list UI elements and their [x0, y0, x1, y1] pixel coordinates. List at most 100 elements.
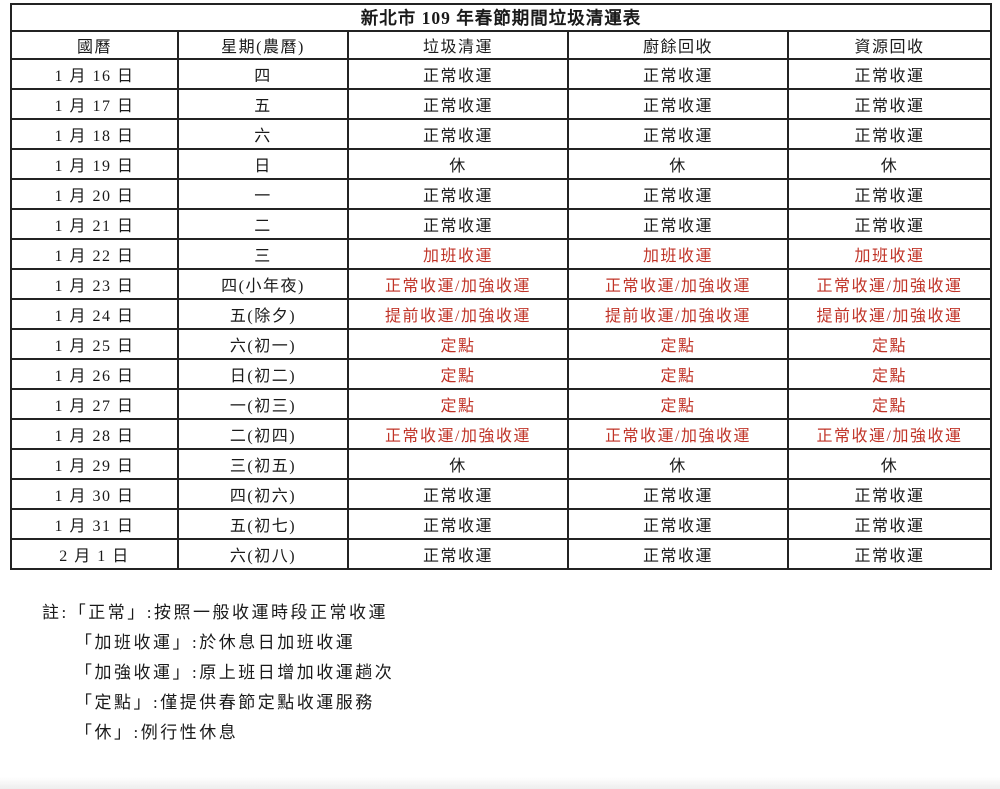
cell-garbage-collection: 正常收運: [347, 538, 569, 570]
cell-solar-date: 1 月 30 日: [10, 478, 179, 510]
cell-weekday-lunar: 二(初四): [177, 418, 349, 450]
cell-kitchen-waste-recycling: 定點: [567, 358, 789, 390]
cell-solar-date: 1 月 31 日: [10, 508, 179, 540]
cell-kitchen-waste-recycling: 正常收運: [567, 58, 789, 90]
cell-garbage-collection: 定點: [347, 358, 569, 390]
cell-solar-date: 1 月 27 日: [10, 388, 179, 420]
cell-weekday-lunar: 五(除夕): [177, 298, 349, 330]
cell-weekday-lunar: 六: [177, 118, 349, 150]
cell-solar-date: 1 月 20 日: [10, 178, 179, 210]
table-row: 1 月 24 日五(除夕) 提前收運/加強收運 提前收運/加強收運 提前收運/加強收運: [10, 298, 993, 330]
table-row: 1 月 21 日二正常收運 正常收運 正常收運: [10, 208, 993, 240]
cell-solar-date: 1 月 16 日: [10, 58, 179, 90]
cell-weekday-lunar: 一: [177, 178, 349, 210]
cell-weekday-lunar: 四(初六): [177, 478, 349, 510]
cell-weekday-lunar: 三: [177, 238, 349, 270]
cell-weekday-lunar: 日(初二): [177, 358, 349, 390]
page-title: 新北市 109 年春節期間垃圾清運表: [9, 3, 993, 32]
cell-weekday-lunar: 四(小年夜): [177, 268, 349, 300]
note-line: 「加強收運」:原上班日增加收運趟次: [75, 663, 395, 682]
cell-kitchen-waste-recycling: 加班收運: [567, 238, 789, 270]
cell-garbage-collection: 提前收運/加強收運: [347, 298, 569, 330]
cell-resource-recycling: 定點: [786, 358, 993, 390]
table-row: 1 月 26 日日(初二) 定點 定點 定點: [10, 358, 993, 390]
cell-weekday-lunar: 日: [177, 148, 349, 180]
cell-resource-recycling: 提前收運/加強收運: [786, 298, 993, 330]
cell-solar-date: 1 月 24 日: [10, 298, 179, 330]
header-garbage-collection: 垃圾清運: [347, 30, 569, 60]
cell-resource-recycling: 正常收運/加強收運: [786, 268, 993, 300]
cell-garbage-collection: 休: [347, 448, 569, 480]
cell-garbage-collection: 定點: [347, 328, 569, 360]
cell-garbage-collection: 加班收運: [347, 238, 569, 270]
cell-solar-date: 1 月 25 日: [10, 328, 179, 360]
note-line: 註:「正常」:按照一般收運時段正常收運: [42, 603, 388, 622]
cell-kitchen-waste-recycling: 定點: [567, 328, 789, 360]
cell-resource-recycling: 正常收運: [786, 478, 993, 510]
cell-solar-date: 1 月 28 日: [10, 418, 179, 450]
cell-resource-recycling: 正常收運: [786, 58, 993, 90]
cell-solar-date: 1 月 19 日: [10, 148, 179, 180]
scan-edge-shadow: [0, 777, 1000, 789]
cell-solar-date: 1 月 23 日: [10, 268, 179, 300]
table-body: 1 月 16 日四正常收運 正常收運 正常收運 1 月 17 日五正常收運 正常收運 正常…: [10, 58, 993, 570]
cell-kitchen-waste-recycling: 提前收運/加強收運: [567, 298, 789, 330]
cell-kitchen-waste-recycling: 定點: [567, 388, 789, 420]
notes-section: 註:「正常」:按照一般收運時段正常收運 「加班收運」:於休息日加班收運「加強收運」…: [42, 598, 394, 748]
cell-kitchen-waste-recycling: 正常收運: [567, 88, 789, 120]
table-row: 1 月 22 日三加班收運 加班收運 加班收運: [10, 238, 993, 270]
cell-garbage-collection: 正常收運: [347, 88, 569, 120]
cell-garbage-collection: 正常收運: [347, 508, 569, 540]
table-row: 1 月 20 日一正常收運 正常收運 正常收運: [10, 178, 993, 210]
cell-garbage-collection: 正常收運: [347, 208, 569, 240]
table-row: 2 月 1 日六(初八) 正常收運 正常收運 正常收運: [10, 538, 993, 570]
table-row: 1 月 17 日五正常收運 正常收運 正常收運: [10, 88, 993, 120]
cell-garbage-collection: 正常收運: [347, 178, 569, 210]
cell-weekday-lunar: 二: [177, 208, 349, 240]
cell-resource-recycling: 加班收運: [786, 238, 993, 270]
note-line: 「定點」:僅提供春節定點收運服務: [75, 693, 375, 712]
table-row: 1 月 31 日五(初七) 正常收運 正常收運 正常收運: [10, 508, 993, 540]
cell-resource-recycling: 正常收運/加強收運: [786, 418, 993, 450]
table-row: 1 月 18 日六正常收運 正常收運 正常收運: [10, 118, 993, 150]
table-row: 1 月 25 日六(初一) 定點 定點 定點: [10, 328, 993, 360]
cell-solar-date: 1 月 26 日: [10, 358, 179, 390]
note-line: 「加班收運」:於休息日加班收運: [75, 633, 356, 652]
cell-resource-recycling: 正常收運: [786, 118, 993, 150]
cell-solar-date: 2 月 1 日: [10, 538, 179, 570]
cell-garbage-collection: 休: [347, 148, 569, 180]
header-weekday-lunar: 星期(農曆): [177, 30, 349, 60]
cell-weekday-lunar: 一(初三): [177, 388, 349, 420]
cell-kitchen-waste-recycling: 正常收運: [567, 538, 789, 570]
cell-kitchen-waste-recycling: 正常收運: [567, 508, 789, 540]
header-resource-recycling: 資源回收: [786, 30, 993, 60]
table-title-row: 新北市 109 年春節期間垃圾清運表: [9, 3, 993, 32]
header-kitchen-waste-recycling: 廚餘回收: [567, 30, 789, 60]
cell-kitchen-waste-recycling: 正常收運/加強收運: [567, 268, 789, 300]
garbage-schedule-table: 新北市 109 年春節期間垃圾清運表 國曆 星期(農曆) 垃圾清運 廚餘回收 資…: [9, 3, 993, 570]
cell-weekday-lunar: 三(初五): [177, 448, 349, 480]
cell-kitchen-waste-recycling: 休: [567, 148, 789, 180]
table-row: 1 月 23 日四(小年夜) 正常收運/加強收運 正常收運/加強收運 正常收運/加強收…: [10, 268, 993, 300]
table-row: 1 月 30 日四(初六) 正常收運 正常收運 正常收運: [10, 478, 993, 510]
table-row: 1 月 16 日四正常收運 正常收運 正常收運: [10, 58, 993, 90]
cell-kitchen-waste-recycling: 正常收運: [567, 208, 789, 240]
header-solar-date: 國曆: [10, 30, 179, 60]
cell-weekday-lunar: 五: [177, 88, 349, 120]
cell-resource-recycling: 定點: [786, 388, 993, 420]
cell-resource-recycling: 正常收運: [786, 508, 993, 540]
cell-weekday-lunar: 六(初八): [177, 538, 349, 570]
table-row: 1 月 28 日二(初四) 正常收運/加強收運 正常收運/加強收運 正常收運/加強收運: [10, 418, 993, 450]
table-row: 1 月 27 日一(初三) 定點 定點 定點: [10, 388, 993, 420]
cell-kitchen-waste-recycling: 正常收運/加強收運: [567, 418, 789, 450]
cell-weekday-lunar: 四: [177, 58, 349, 90]
cell-resource-recycling: 休: [786, 448, 993, 480]
cell-resource-recycling: 定點: [786, 328, 993, 360]
cell-resource-recycling: 正常收運: [786, 178, 993, 210]
cell-kitchen-waste-recycling: 正常收運: [567, 478, 789, 510]
cell-weekday-lunar: 六(初一): [177, 328, 349, 360]
cell-solar-date: 1 月 22 日: [10, 238, 179, 270]
note-line: 「休」:例行性休息: [75, 723, 239, 742]
cell-resource-recycling: 正常收運: [786, 538, 993, 570]
